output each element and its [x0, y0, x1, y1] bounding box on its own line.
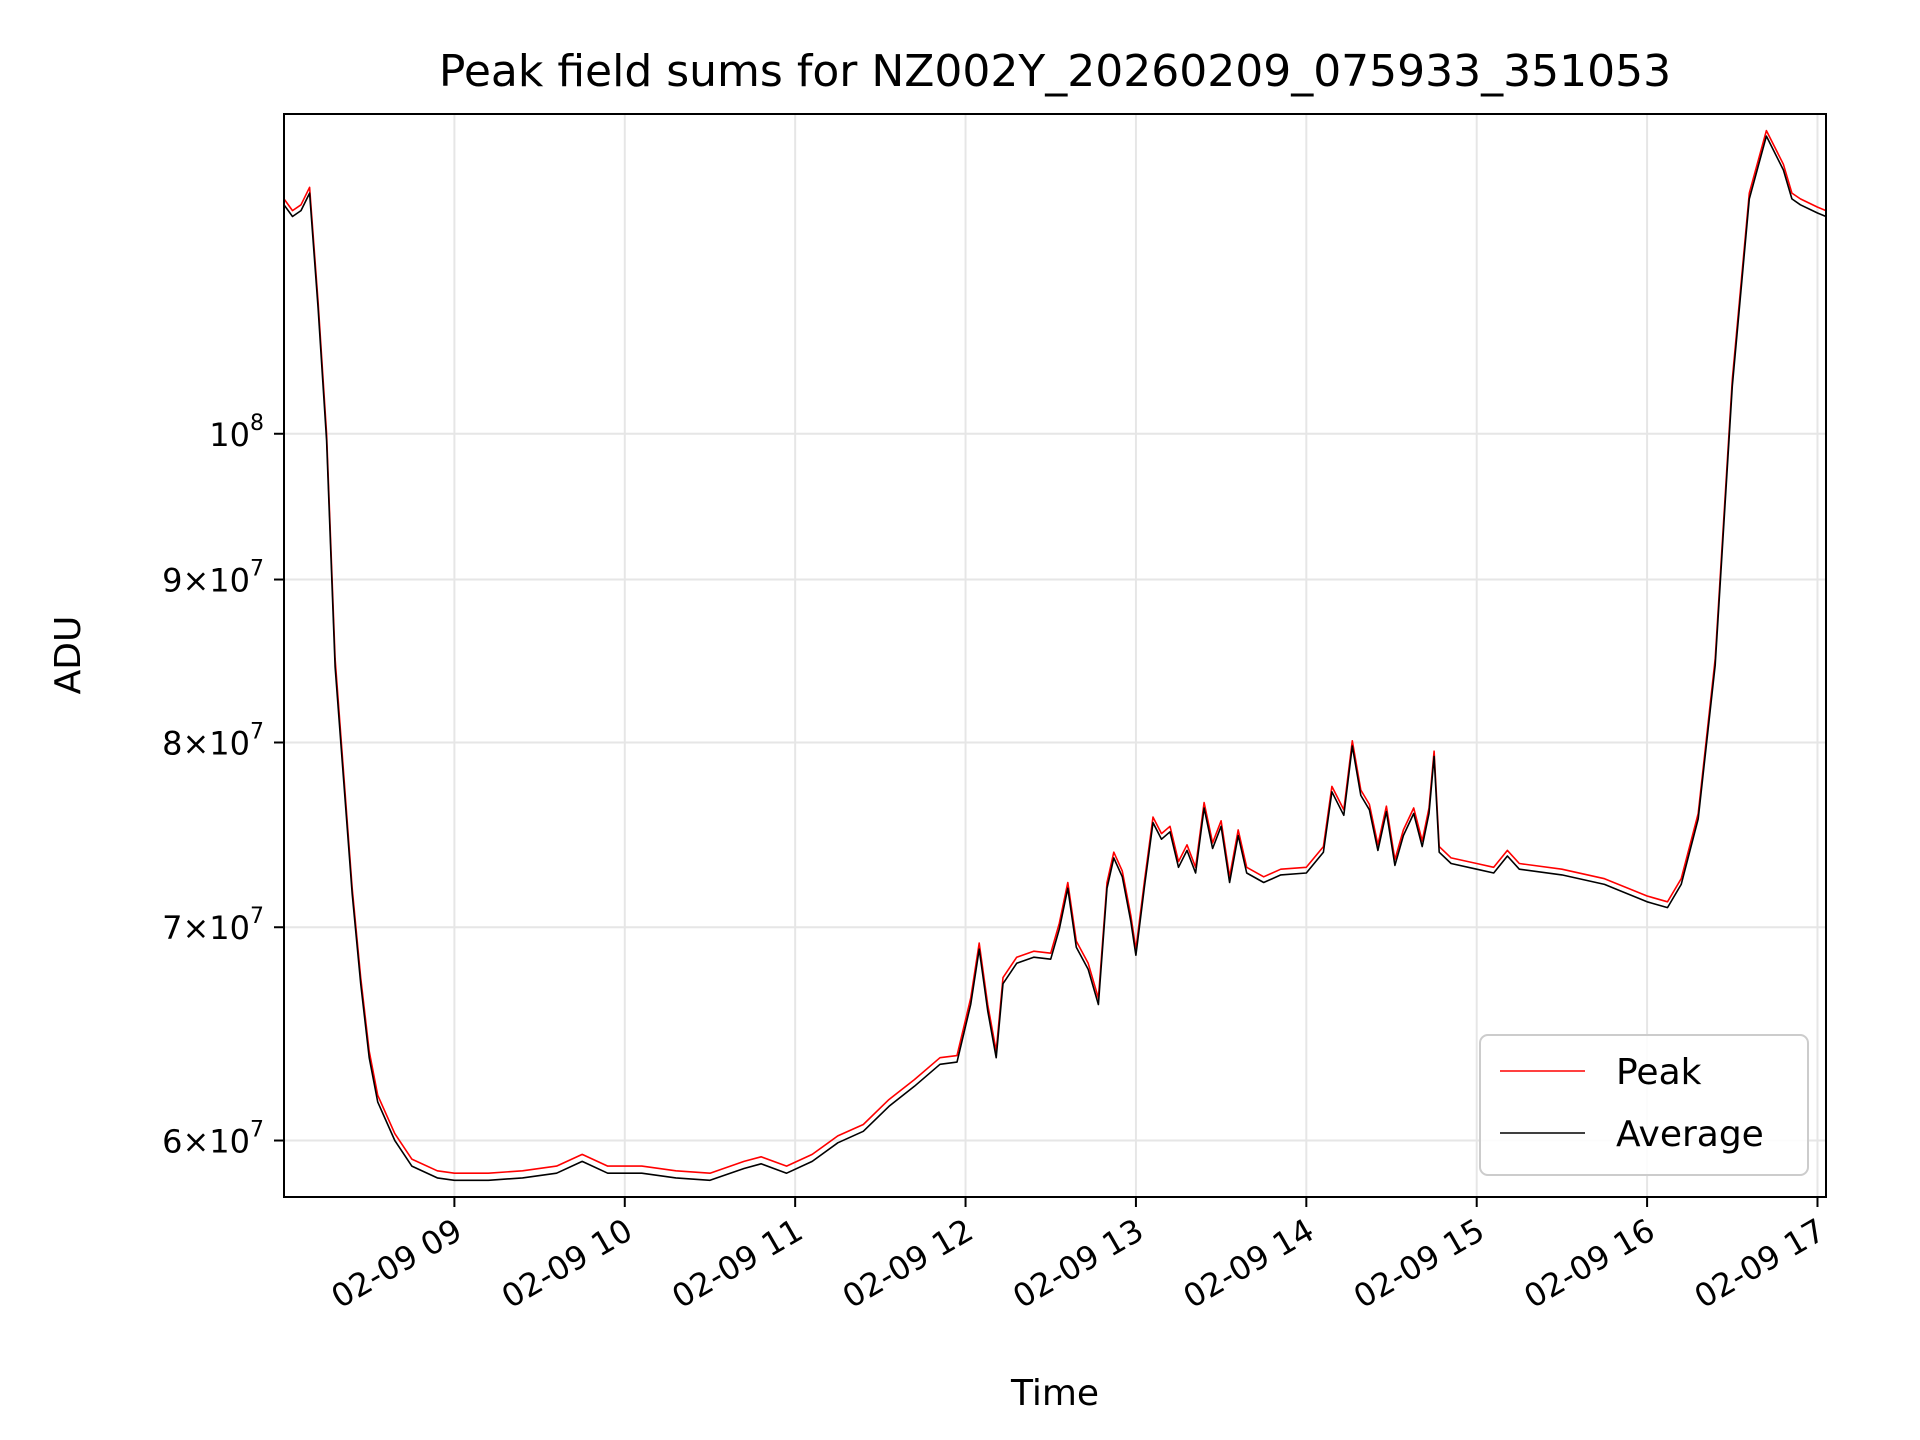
y-tick-label: 9×107 [162, 557, 264, 600]
x-tick-label: 02-09 10 [495, 1211, 639, 1316]
y-tick-base: 10 [209, 1123, 250, 1161]
y-tick-label: 8×107 [162, 719, 264, 762]
x-tick-label: 02-09 09 [325, 1211, 469, 1316]
y-tick-label: 6×107 [162, 1118, 264, 1161]
x-axis: 02-09 09 02-09 10 02-09 11 02-09 12 02-09 13… [325, 1197, 1832, 1316]
y-tick-base: 10 [209, 416, 250, 454]
legend-label-peak: Peak [1616, 1052, 1702, 1093]
y-tick-mantissa: 9× [162, 562, 209, 600]
x-tick-label: 02-09 11 [666, 1211, 810, 1316]
y-tick-base: 10 [209, 724, 250, 762]
y-tick-exponent: 7 [250, 904, 264, 929]
axes-frame [283, 113, 1827, 1198]
x-axis-label: Time [1010, 1373, 1099, 1414]
y-tick-label: 7×107 [162, 904, 264, 947]
x-tick-label: 02-09 17 [1688, 1211, 1832, 1316]
y-tick-exponent: 7 [250, 719, 264, 744]
y-tick-exponent: 7 [250, 557, 264, 582]
x-tick-label: 02-09 14 [1177, 1211, 1321, 1316]
x-tick-label: 02-09 16 [1517, 1211, 1661, 1316]
y-tick-base: 10 [209, 909, 250, 947]
legend-box [1479, 1034, 1809, 1176]
chart-title: Peak field sums for NZ002Y_20260209_0759… [439, 46, 1671, 97]
y-axis-label: ADU [48, 616, 89, 695]
legend: Peak Average [1479, 1034, 1809, 1176]
y-tick-exponent: 8 [250, 411, 264, 436]
x-tick-label: 02-09 13 [1006, 1211, 1150, 1316]
y-tick-label: 108 [209, 411, 264, 454]
grid [284, 114, 1826, 1197]
y-tick-exponent: 7 [250, 1118, 264, 1143]
series-line-peak [283, 129, 1827, 1174]
y-tick-mantissa: 8× [162, 724, 209, 762]
x-tick-label: 02-09 12 [836, 1211, 980, 1316]
y-tick-mantissa: 6× [162, 1123, 209, 1161]
series-line-average [283, 135, 1827, 1182]
y-tick-mantissa: 7× [162, 909, 209, 947]
legend-label-average: Average [1616, 1114, 1764, 1155]
x-tick-label: 02-09 15 [1347, 1211, 1491, 1316]
y-tick-base: 10 [209, 562, 250, 600]
plot-area [283, 129, 1827, 1182]
